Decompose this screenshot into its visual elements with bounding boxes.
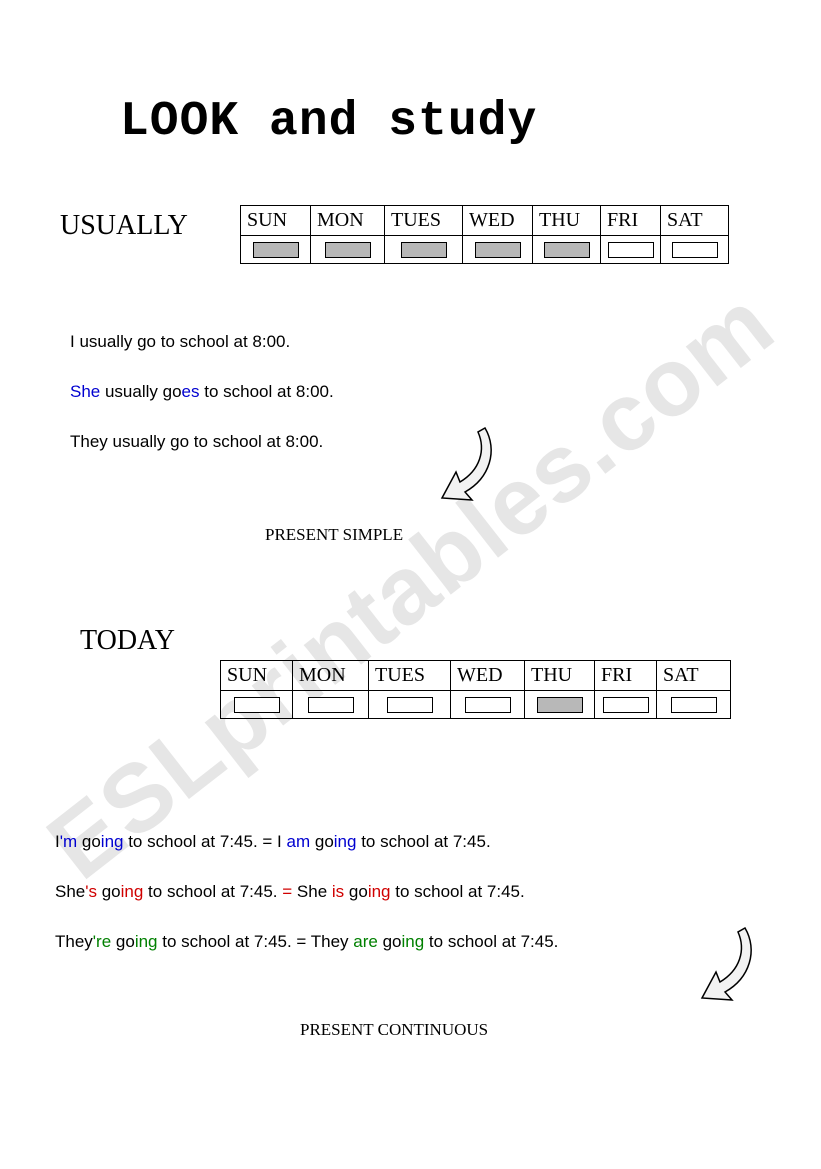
- day-fill-cell: [463, 236, 533, 264]
- day-fill-cell: [241, 236, 311, 264]
- text-span: ing: [135, 932, 158, 951]
- day-cell: SAT: [661, 206, 729, 236]
- fill-box: [465, 697, 511, 713]
- day-fill-cell: [311, 236, 385, 264]
- text-span: to school at 7:45.: [143, 882, 282, 901]
- day-fill-cell: [369, 691, 451, 719]
- text-span: to school at 7:45.: [391, 882, 525, 901]
- sentence: She's going to school at 7:45. = She is …: [55, 880, 815, 904]
- fill-box: [308, 697, 354, 713]
- day-fill-cell: [595, 691, 657, 719]
- text-span: to school at 7:45. = They: [158, 932, 354, 951]
- text-span: go: [77, 832, 101, 851]
- text-span: are: [353, 932, 378, 951]
- text-span: to school at 7:45.: [424, 932, 558, 951]
- text-span: es: [182, 382, 200, 401]
- text-span: She: [70, 382, 100, 401]
- sentence: They usually go to school at 8:00.: [70, 430, 670, 454]
- worksheet-page: ESLprintables.com LOOK and study USUALLY…: [0, 0, 821, 1169]
- text-span: is: [332, 882, 344, 901]
- usually-sentences: I usually go to school at 8:00. She usual…: [70, 330, 670, 479]
- text-span: ing: [121, 882, 144, 901]
- text-span: They: [55, 932, 93, 951]
- today-week-table: SUNMONTUESWEDTHUFRISAT: [220, 660, 731, 719]
- day-cell: FRI: [595, 661, 657, 691]
- day-cell: TUES: [385, 206, 463, 236]
- sentence: I'm going to school at 7:45. = I am goin…: [55, 830, 815, 854]
- sentence: She usually goes to school at 8:00.: [70, 380, 670, 404]
- text-span: ing: [402, 932, 425, 951]
- text-span: =: [282, 882, 292, 901]
- day-fill-cell: [385, 236, 463, 264]
- day-fill-cell: [293, 691, 369, 719]
- today-label: TODAY: [80, 625, 175, 657]
- fill-box: [608, 242, 654, 258]
- text-span: She: [292, 882, 332, 901]
- day-fill-cell: [221, 691, 293, 719]
- text-span: go: [97, 882, 121, 901]
- day-fill-cell: [657, 691, 731, 719]
- fill-box: [253, 242, 299, 258]
- text-span: I usually go to school at 8:00.: [70, 332, 290, 351]
- text-span: She: [55, 882, 85, 901]
- fill-box: [537, 697, 583, 713]
- usually-week-table: SUNMONTUESWEDTHUFRISAT: [240, 205, 729, 264]
- day-fill-cell: [601, 236, 661, 264]
- day-fill-cell: [525, 691, 595, 719]
- text-span: go: [310, 832, 334, 851]
- day-fill-cell: [451, 691, 525, 719]
- text-span: 're: [93, 932, 111, 951]
- text-span: They usually go to school at 8:00.: [70, 432, 323, 451]
- text-span: to school at 7:45. = I: [123, 832, 286, 851]
- text-span: ing: [368, 882, 391, 901]
- text-span: go: [378, 932, 402, 951]
- day-cell: WED: [451, 661, 525, 691]
- day-cell: MON: [311, 206, 385, 236]
- text-span: go: [111, 932, 135, 951]
- present-simple-label: PRESENT SIMPLE: [265, 525, 403, 545]
- text-span: ing: [334, 832, 357, 851]
- day-cell: TUES: [369, 661, 451, 691]
- day-fill-cell: [661, 236, 729, 264]
- fill-box: [671, 697, 717, 713]
- page-title: LOOK and study: [120, 95, 537, 149]
- text-span: am: [287, 832, 311, 851]
- fill-box: [234, 697, 280, 713]
- fill-box: [401, 242, 447, 258]
- day-cell: WED: [463, 206, 533, 236]
- arrow-icon: [430, 420, 500, 510]
- today-days-row: SUNMONTUESWEDTHUFRISAT: [221, 661, 731, 691]
- day-cell: SUN: [221, 661, 293, 691]
- fill-box: [325, 242, 371, 258]
- fill-box: [475, 242, 521, 258]
- usually-days-row: SUNMONTUESWEDTHUFRISAT: [241, 206, 729, 236]
- usually-fill-row: [241, 236, 729, 264]
- day-cell: SUN: [241, 206, 311, 236]
- text-span: usually go: [100, 382, 181, 401]
- day-fill-cell: [533, 236, 601, 264]
- sentence: I usually go to school at 8:00.: [70, 330, 670, 354]
- day-cell: MON: [293, 661, 369, 691]
- day-cell: THU: [525, 661, 595, 691]
- day-cell: THU: [533, 206, 601, 236]
- fill-box: [544, 242, 590, 258]
- fill-box: [603, 697, 649, 713]
- present-continuous-label: PRESENT CONTINUOUS: [300, 1020, 488, 1040]
- text-span: to school at 7:45.: [356, 832, 490, 851]
- text-span: ing: [101, 832, 124, 851]
- day-cell: SAT: [657, 661, 731, 691]
- text-span: 's: [85, 882, 97, 901]
- usually-label: USUALLY: [60, 210, 188, 242]
- fill-box: [387, 697, 433, 713]
- today-fill-row: [221, 691, 731, 719]
- arrow-icon: [690, 920, 760, 1010]
- fill-box: [672, 242, 718, 258]
- text-span: 'm: [60, 832, 77, 851]
- text-span: to school at 8:00.: [200, 382, 334, 401]
- day-cell: FRI: [601, 206, 661, 236]
- text-span: go: [344, 882, 368, 901]
